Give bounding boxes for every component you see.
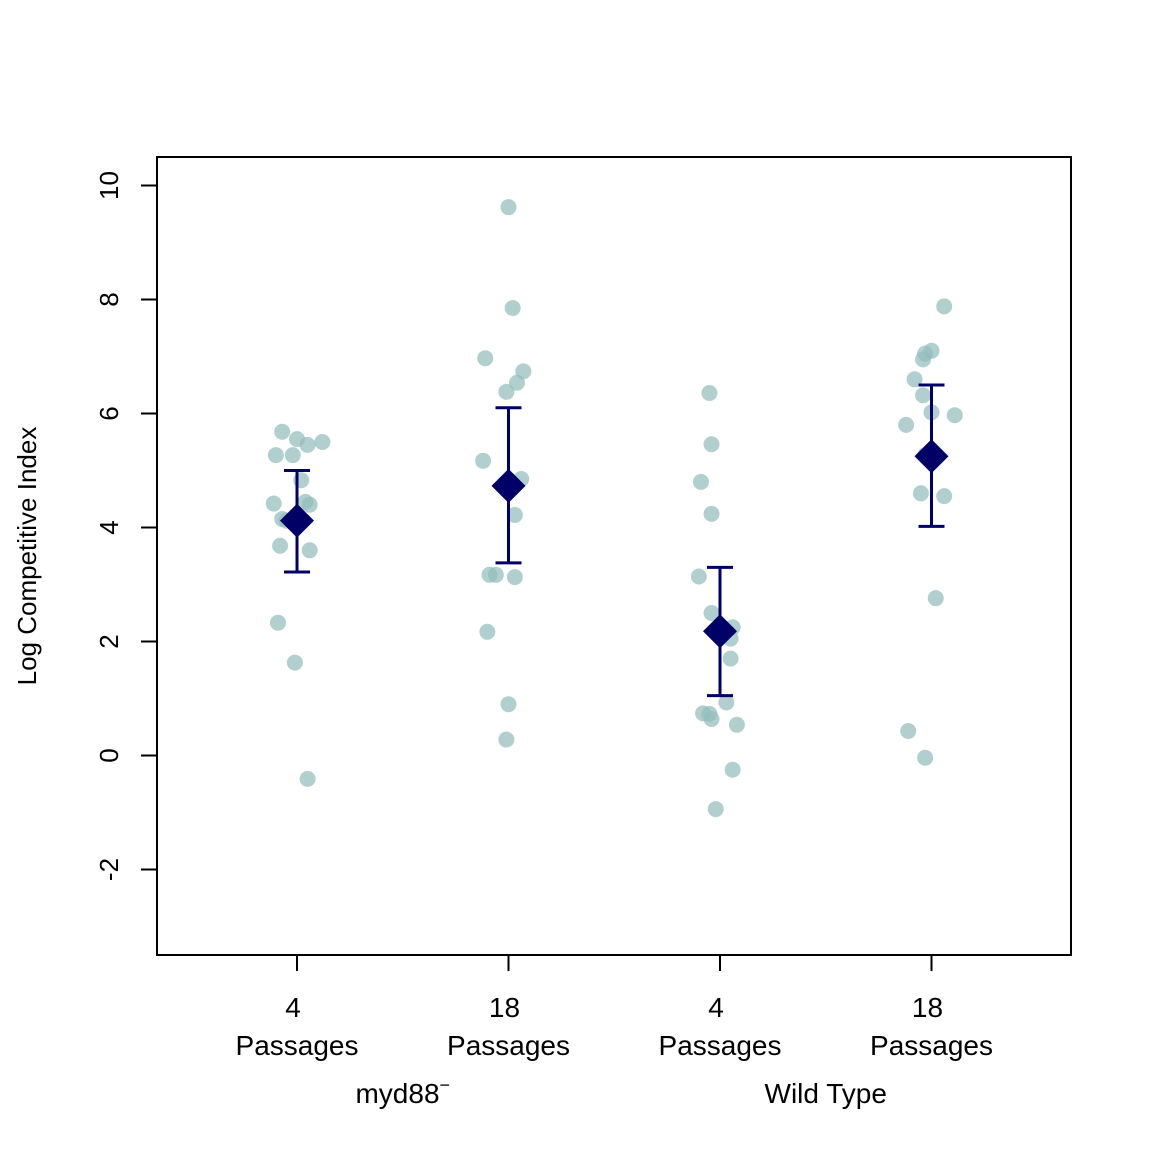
data-point — [265, 495, 282, 512]
data-point — [936, 488, 953, 505]
mean-marker — [914, 439, 949, 474]
mean-marker — [703, 614, 737, 649]
data-point — [915, 351, 932, 368]
data-point — [692, 473, 709, 490]
y-tick-label: -2 — [94, 858, 124, 881]
x-tick-label-passages: Passages — [870, 1030, 993, 1061]
data-point — [269, 614, 286, 631]
mean-marker — [280, 503, 314, 538]
data-point — [946, 407, 963, 424]
data-point — [286, 654, 303, 671]
x-tick-label-number: 4 — [708, 992, 724, 1023]
data-point — [301, 542, 318, 559]
x-tick-label-passages: Passages — [447, 1030, 570, 1061]
data-point — [477, 350, 494, 367]
data-point — [728, 716, 745, 733]
data-point — [703, 505, 720, 522]
y-tick-label: 6 — [94, 406, 124, 420]
y-tick-label: 0 — [94, 748, 124, 762]
data-point — [498, 383, 515, 400]
y-axis: -2 0 2 4 6 8 10 — [94, 171, 158, 881]
plot-frame — [156, 156, 1072, 956]
data-point — [690, 568, 707, 585]
group-label-superscript: − — [440, 1075, 451, 1095]
errorbars-layer — [280, 383, 949, 698]
data-point — [314, 434, 331, 450]
y-tick-label: 10 — [94, 171, 124, 200]
data-point — [703, 711, 720, 728]
data-point — [506, 506, 523, 523]
data-point — [301, 496, 318, 513]
data-point — [898, 416, 915, 433]
x-tick-label-number: 18 — [912, 992, 943, 1023]
data-point — [722, 650, 739, 667]
group-label: myd88− — [355, 1075, 450, 1109]
y-tick-label: 8 — [94, 292, 124, 306]
data-point — [927, 590, 944, 607]
data-point — [508, 374, 525, 391]
data-point — [718, 694, 735, 711]
x-tick-label-number: 4 — [285, 992, 301, 1023]
mean-marker — [491, 468, 526, 503]
data-point — [284, 447, 301, 464]
y-axis-title: Log Competitive Index — [12, 427, 42, 686]
data-point — [912, 485, 929, 502]
data-point — [299, 770, 316, 787]
data-point — [917, 749, 934, 766]
data-point — [701, 384, 718, 401]
data-point — [906, 371, 923, 388]
data-point — [504, 300, 521, 317]
y-tick-label: 4 — [94, 520, 124, 534]
data-point — [487, 566, 504, 583]
data-point — [267, 447, 284, 464]
data-point — [900, 722, 917, 739]
data-point — [500, 199, 517, 216]
data-point — [274, 423, 291, 440]
data-point — [272, 537, 289, 554]
x-tick-label-passages: Passages — [659, 1030, 782, 1061]
data-point — [703, 436, 720, 453]
data-point — [915, 387, 932, 404]
x-tick-label-passages: Passages — [236, 1030, 359, 1061]
data-point — [724, 761, 741, 778]
data-point — [500, 696, 517, 713]
data-point — [475, 452, 492, 469]
x-tick-label-number: 18 — [489, 992, 520, 1023]
group-label: Wild Type — [765, 1078, 887, 1109]
data-point — [479, 623, 496, 640]
data-point — [936, 298, 953, 315]
points-layer — [265, 199, 963, 818]
data-point — [498, 731, 515, 748]
x-axis: 4 Passages 18 Passages 4 Passages 18 Passages my… — [236, 954, 993, 1109]
data-point — [506, 569, 523, 586]
y-tick-label: 2 — [94, 634, 124, 648]
data-point — [299, 436, 316, 453]
data-point — [707, 801, 724, 818]
data-point — [703, 605, 720, 621]
